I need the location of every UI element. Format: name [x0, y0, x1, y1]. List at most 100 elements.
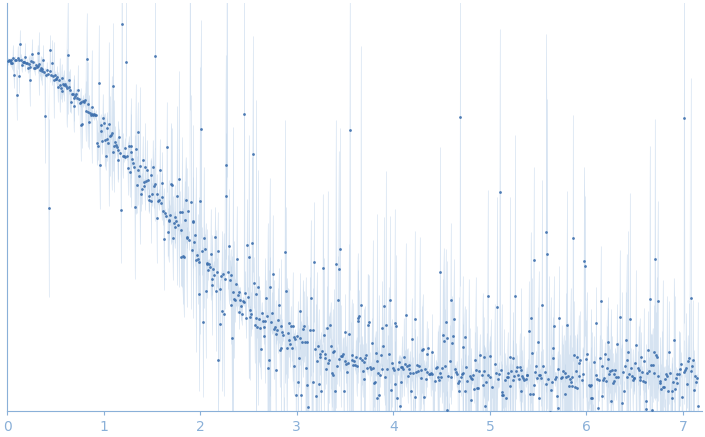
Point: [487, 428, 498, 435]
Point: [494, 188, 505, 195]
Point: [197, 247, 208, 254]
Point: [599, 374, 610, 381]
Point: [288, 362, 300, 369]
Point: [438, 338, 449, 345]
Point: [484, 352, 495, 359]
Point: [509, 372, 520, 379]
Point: [529, 369, 541, 376]
Point: [595, 297, 606, 304]
Point: [223, 269, 234, 276]
Point: [681, 381, 692, 388]
Point: [19, 59, 30, 66]
Point: [589, 359, 600, 366]
Point: [474, 352, 486, 359]
Point: [602, 356, 613, 363]
Point: [250, 314, 262, 321]
Point: [625, 365, 637, 372]
Point: [403, 365, 415, 372]
Point: [432, 373, 443, 380]
Point: [406, 336, 417, 343]
Point: [689, 387, 700, 394]
Point: [189, 238, 200, 245]
Point: [99, 136, 111, 143]
Point: [97, 114, 109, 121]
Point: [601, 365, 613, 372]
Point: [248, 279, 259, 286]
Point: [333, 265, 344, 272]
Point: [111, 144, 123, 151]
Point: [59, 82, 70, 89]
Point: [109, 139, 121, 146]
Point: [39, 69, 50, 76]
Point: [426, 371, 437, 378]
Point: [461, 363, 472, 370]
Point: [321, 366, 332, 373]
Point: [355, 354, 366, 361]
Point: [321, 324, 333, 331]
Point: [637, 368, 648, 375]
Point: [176, 254, 187, 261]
Point: [138, 179, 149, 186]
Point: [402, 372, 413, 379]
Point: [398, 366, 409, 373]
Point: [298, 323, 309, 330]
Point: [32, 50, 43, 57]
Point: [137, 156, 148, 163]
Point: [411, 369, 422, 376]
Point: [331, 362, 343, 369]
Point: [175, 226, 186, 233]
Point: [11, 92, 22, 99]
Point: [335, 246, 346, 253]
Point: [35, 65, 47, 72]
Point: [513, 376, 525, 383]
Point: [585, 395, 596, 402]
Point: [464, 373, 475, 380]
Point: [6, 56, 17, 63]
Point: [123, 142, 135, 149]
Point: [594, 354, 606, 361]
Point: [659, 375, 670, 382]
Point: [675, 365, 686, 372]
Point: [40, 72, 51, 79]
Point: [291, 333, 302, 340]
Point: [336, 352, 347, 359]
Point: [451, 370, 462, 377]
Point: [190, 256, 202, 263]
Point: [151, 215, 162, 222]
Point: [485, 374, 496, 381]
Point: [159, 210, 171, 217]
Point: [298, 325, 309, 332]
Point: [505, 353, 516, 360]
Point: [430, 364, 441, 371]
Point: [360, 355, 371, 362]
Point: [558, 425, 569, 432]
Point: [407, 369, 419, 376]
Point: [338, 388, 350, 395]
Point: [564, 376, 575, 383]
Point: [536, 375, 547, 382]
Point: [591, 375, 603, 382]
Point: [599, 350, 611, 357]
Point: [416, 375, 427, 382]
Point: [125, 142, 136, 149]
Point: [31, 63, 42, 70]
Point: [296, 392, 307, 399]
Point: [33, 62, 44, 69]
Point: [247, 150, 259, 157]
Point: [458, 370, 469, 377]
Point: [490, 370, 501, 377]
Point: [301, 381, 312, 388]
Point: [559, 370, 570, 377]
Point: [117, 152, 128, 159]
Point: [73, 87, 84, 94]
Point: [358, 359, 369, 366]
Point: [629, 375, 640, 382]
Point: [252, 323, 263, 330]
Point: [664, 370, 675, 377]
Point: [157, 193, 168, 200]
Point: [269, 326, 280, 333]
Point: [140, 178, 152, 185]
Point: [671, 379, 682, 386]
Point: [615, 422, 626, 429]
Point: [683, 413, 694, 420]
